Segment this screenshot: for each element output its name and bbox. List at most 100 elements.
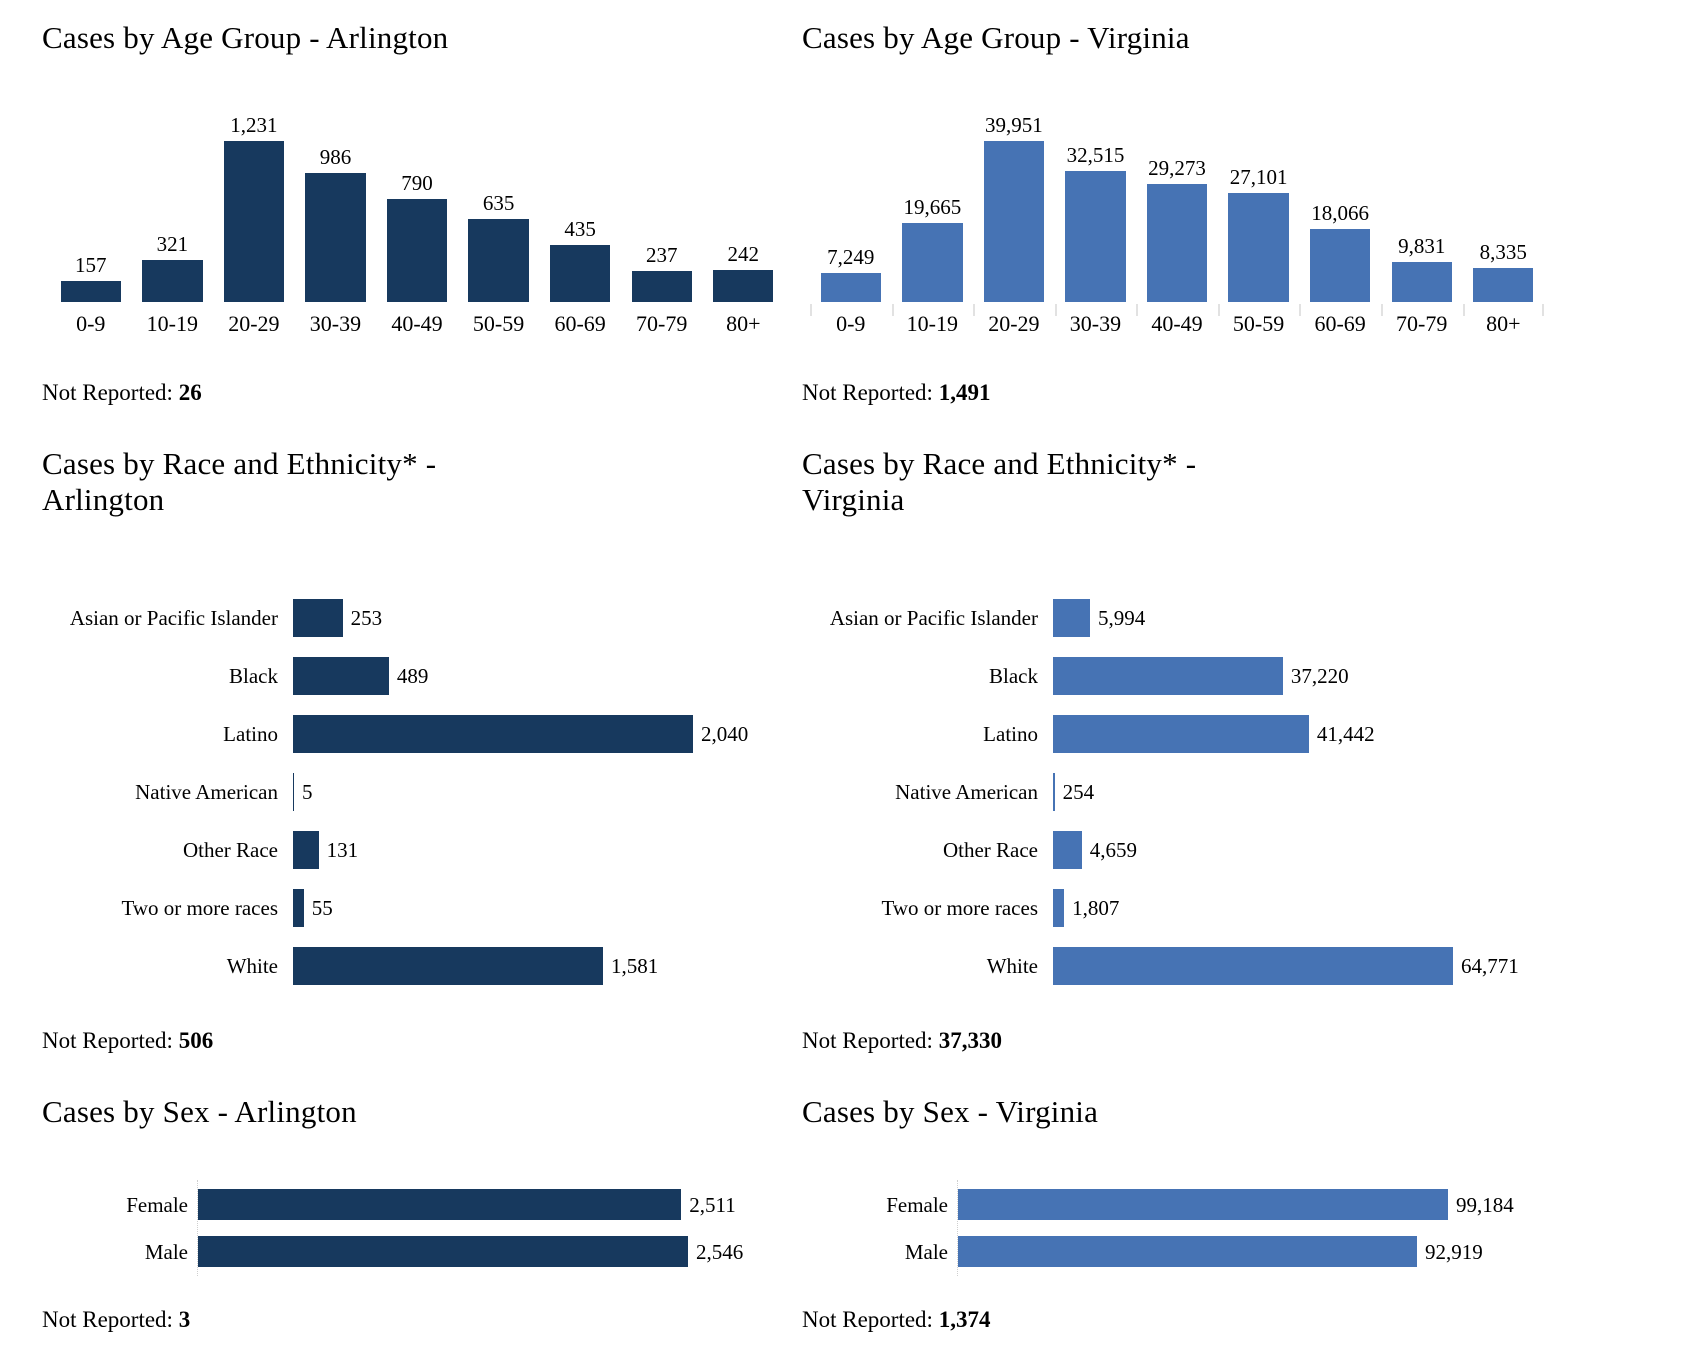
bar-row: Female 2,511 bbox=[42, 1189, 792, 1220]
x-axis-label: 70-79 bbox=[636, 311, 688, 336]
x-axis-label: 40-49 bbox=[1136, 304, 1218, 336]
chart-title-line: Cases by Sex - Arlington bbox=[42, 1094, 357, 1129]
bar bbox=[386, 198, 448, 302]
bar bbox=[1228, 192, 1289, 302]
bar-value-label: 7,249 bbox=[827, 244, 875, 269]
bar-value-label: 64,771 bbox=[1461, 954, 1519, 978]
chart-title: Cases by Age Group - Arlington bbox=[42, 20, 792, 56]
bar bbox=[293, 599, 343, 637]
bar-value-label: 321 bbox=[156, 232, 189, 257]
plot-area: 7,249 19,665 39,951 32,515 29,273 27,101 18,06… bbox=[802, 102, 1552, 302]
bar-value-label: 157 bbox=[75, 253, 107, 278]
chart-title-line: Virginia bbox=[802, 482, 905, 517]
bar bbox=[468, 218, 529, 302]
bar bbox=[958, 1189, 1448, 1220]
bar-value-label: 1,231 bbox=[230, 113, 278, 137]
chart-title-line: Cases by Age Group - Virginia bbox=[802, 20, 1190, 55]
not-reported-label: Not Reported: bbox=[42, 1028, 173, 1053]
cases-by-sex-virginia-chart: Cases by Sex - Virginia Female 99,184 Male… bbox=[802, 1094, 1552, 1333]
bar-group: 27,101 bbox=[1218, 102, 1300, 302]
bar bbox=[1053, 947, 1453, 985]
not-reported-value: 37,330 bbox=[938, 1028, 1002, 1053]
category-label: Black bbox=[989, 664, 1038, 688]
category-label: Two or more races bbox=[121, 896, 278, 920]
bar-group: 32,515 bbox=[1055, 102, 1137, 302]
not-reported-label: Not Reported: bbox=[42, 1307, 173, 1332]
bar-value-label: 2,546 bbox=[696, 1239, 744, 1264]
bar-value-label: 55 bbox=[311, 896, 333, 920]
bar-group: 321 bbox=[132, 102, 214, 302]
category-label: White bbox=[226, 954, 278, 978]
bar-group: 986 bbox=[295, 102, 377, 302]
chart-title: Cases by Race and Ethnicity* - Arlington bbox=[42, 446, 792, 518]
bar-group: 7,249 bbox=[810, 102, 892, 302]
bar-group: 790 bbox=[376, 102, 458, 302]
bar bbox=[293, 831, 319, 869]
cases-by-race-virginia-chart: Cases by Race and Ethnicity* - Virginia … bbox=[802, 446, 1552, 1054]
x-axis-label: 80+ bbox=[726, 311, 761, 336]
x-axis: 0-9 10-19 20-29 30-39 40-49 50-59 60-69 70-79 80… bbox=[42, 302, 792, 336]
x-axis-label: 30-39 bbox=[309, 311, 362, 336]
chart-title: Cases by Race and Ethnicity* - Virginia bbox=[802, 446, 1552, 518]
bar-value-label: 92,919 bbox=[1425, 1239, 1483, 1264]
bar-value-label: 131 bbox=[326, 838, 359, 862]
bar-row: Male 92,919 bbox=[802, 1236, 1552, 1267]
bar bbox=[305, 173, 366, 302]
x-axis: 0-9 10-19 20-29 30-39 40-49 50-59 60-69 70-79 80… bbox=[802, 302, 1552, 336]
bar-value-label: 489 bbox=[396, 664, 429, 688]
category-label: White bbox=[986, 954, 1038, 978]
bar bbox=[631, 271, 692, 302]
plot-area: Asian or Pacific Islander 253 Black 489 Lati… bbox=[42, 599, 792, 985]
not-reported-label: Not Reported: bbox=[802, 1028, 933, 1053]
x-axis-label: 50-59 bbox=[472, 311, 525, 336]
bar bbox=[958, 1236, 1418, 1267]
chart-title: Cases by Sex - Arlington bbox=[42, 1094, 792, 1130]
x-axis-label: 60-69 bbox=[1299, 304, 1381, 336]
bar bbox=[142, 260, 203, 302]
bar bbox=[1053, 889, 1065, 927]
category-label: Asian or Pacific Islander bbox=[69, 606, 278, 630]
bar-row: White 64,771 bbox=[802, 947, 1552, 985]
bar bbox=[1053, 715, 1309, 753]
category-label: Latino bbox=[983, 722, 1038, 746]
bar-group: 635 bbox=[458, 102, 540, 302]
category-label: Native American bbox=[895, 780, 1038, 804]
chart-title: Cases by Age Group - Virginia bbox=[802, 20, 1552, 56]
not-reported-value: 3 bbox=[178, 1307, 191, 1332]
bar-value-label: 27,101 bbox=[1229, 164, 1288, 189]
bar-group: 237 bbox=[621, 102, 703, 302]
bar bbox=[1065, 170, 1126, 302]
category-label: Asian or Pacific Islander bbox=[829, 606, 1038, 630]
not-reported-label: Not Reported: bbox=[42, 380, 173, 405]
category-label: Other Race bbox=[942, 838, 1038, 862]
chart-title-line: Cases by Sex - Virginia bbox=[802, 1094, 1099, 1129]
bar-value-label: 2,511 bbox=[689, 1192, 736, 1217]
bar-group: 18,066 bbox=[1299, 102, 1381, 302]
category-label: Other Race bbox=[182, 838, 278, 862]
x-axis-label: 60-69 bbox=[554, 311, 606, 336]
bar-value-label: 986 bbox=[319, 145, 352, 170]
cases-by-sex-arlington-chart: Cases by Sex - Arlington Female 2,511 Male… bbox=[42, 1094, 792, 1333]
bar-value-label: 5 bbox=[302, 780, 313, 804]
x-axis-label: 20-29 bbox=[228, 311, 280, 336]
bar-value-label: 37,220 bbox=[1290, 664, 1349, 688]
not-reported-note: Not Reported: 3 bbox=[42, 1307, 792, 1333]
bar-group: 242 bbox=[703, 102, 785, 302]
bar-value-label: 29,273 bbox=[1148, 156, 1206, 181]
bar-value-label: 435 bbox=[564, 217, 596, 242]
x-axis-label: 70-79 bbox=[1380, 304, 1463, 336]
bar bbox=[223, 141, 285, 302]
bar bbox=[293, 715, 693, 753]
bar-value-label: 254 bbox=[1062, 780, 1095, 804]
plot-area: Female 2,511 Male 2,546 bbox=[42, 1180, 792, 1276]
bar-row: Black 489 bbox=[42, 657, 792, 695]
bar bbox=[820, 272, 881, 302]
bar-value-label: 9,831 bbox=[1398, 234, 1446, 259]
bar-value-label: 4,659 bbox=[1089, 838, 1138, 862]
bar bbox=[1053, 831, 1082, 869]
not-reported-value: 1,491 bbox=[938, 380, 991, 405]
bar bbox=[1053, 773, 1055, 811]
bar-value-label: 242 bbox=[727, 242, 760, 267]
category-label: Male bbox=[144, 1239, 188, 1264]
